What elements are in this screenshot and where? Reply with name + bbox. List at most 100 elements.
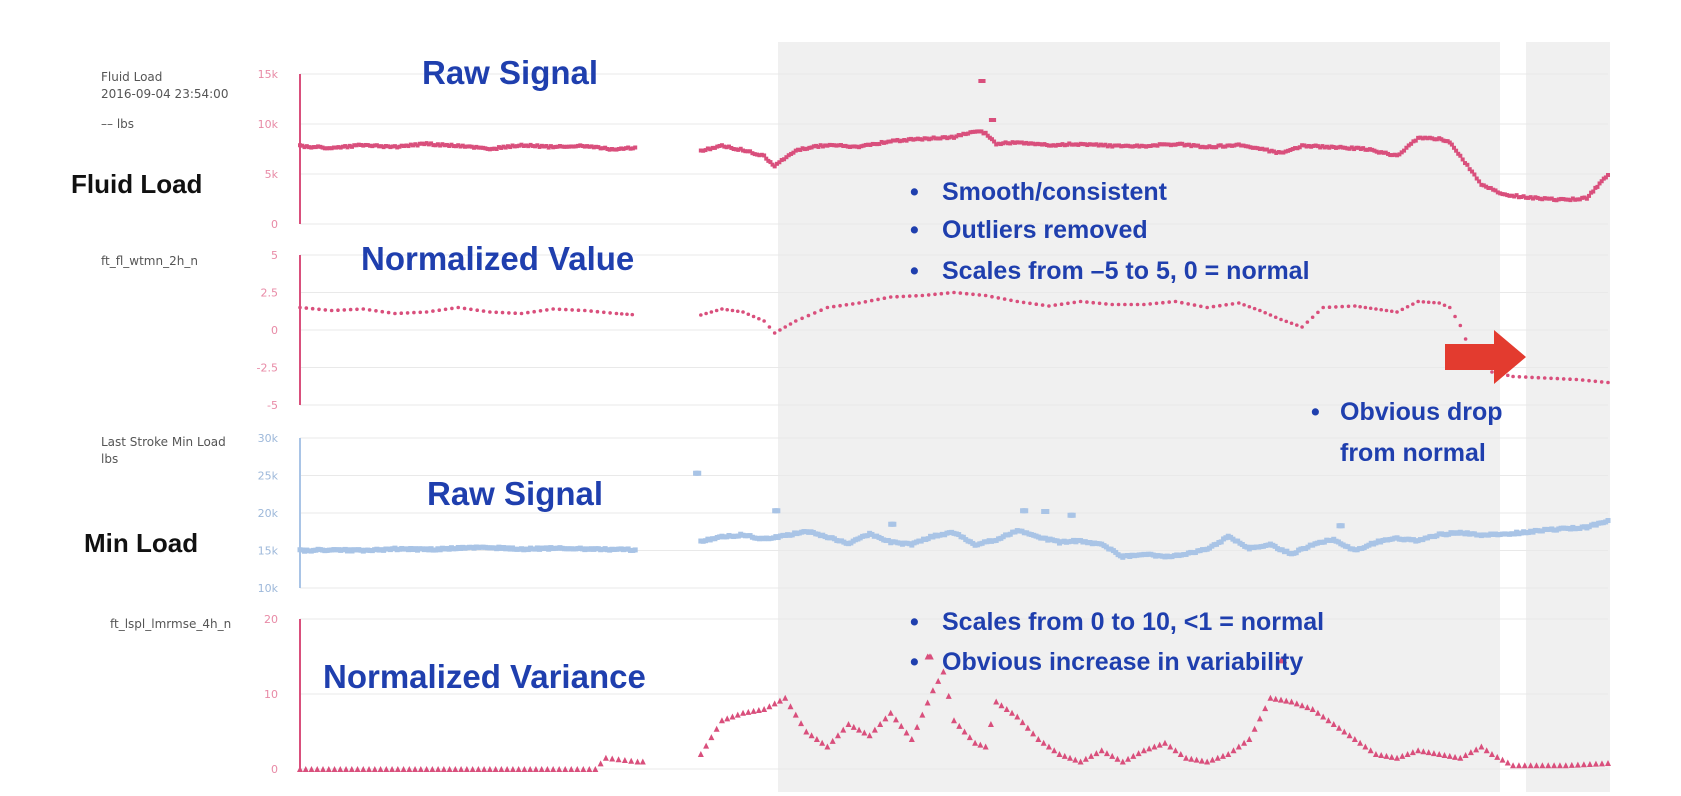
- data-point: [1416, 299, 1420, 304]
- data-point: [1347, 146, 1352, 151]
- data-point: [1046, 143, 1051, 148]
- data-point: [1321, 305, 1325, 310]
- data-point: [1310, 315, 1315, 320]
- data-point: [1322, 145, 1327, 150]
- data-point: [724, 145, 729, 150]
- data-point: [556, 766, 563, 772]
- data-point: [1472, 172, 1477, 177]
- data-point: [982, 743, 989, 750]
- data-point: [1262, 705, 1269, 712]
- data-point: [1235, 743, 1242, 750]
- data-point: [1516, 195, 1521, 200]
- data-point: [1024, 724, 1031, 731]
- data-point: [1205, 145, 1210, 150]
- data-point: [424, 141, 429, 146]
- data-point: [435, 142, 440, 147]
- data-point: [450, 306, 454, 311]
- data-point: [1159, 142, 1164, 147]
- data-point: [1368, 306, 1373, 311]
- data-point: [383, 766, 390, 772]
- data-point: [734, 147, 738, 152]
- data-point: [802, 147, 807, 152]
- data-point: [354, 143, 359, 148]
- data-point: [1288, 147, 1293, 152]
- data-point: [1521, 762, 1528, 769]
- data-point: [1112, 143, 1117, 148]
- data-point: [977, 293, 982, 297]
- data-point: [348, 766, 355, 772]
- data-point: [708, 147, 713, 152]
- data-point: [340, 144, 345, 149]
- data-point: [481, 145, 486, 150]
- data-point: [1175, 142, 1180, 147]
- data-point: [791, 150, 796, 155]
- data-point: [1330, 721, 1337, 727]
- data-point: [548, 144, 553, 149]
- data-point: [1012, 140, 1017, 145]
- data-point: [1182, 143, 1187, 148]
- data-point: [348, 307, 353, 312]
- data-point: [1302, 143, 1307, 148]
- data-point: [1372, 148, 1377, 153]
- data-point: [768, 160, 773, 165]
- data-point: [989, 137, 994, 142]
- data-point: [1556, 762, 1563, 769]
- y-tick-label: 0: [271, 324, 278, 337]
- data-point: [530, 143, 535, 148]
- data-point: [426, 142, 431, 147]
- data-point: [334, 145, 339, 150]
- data-point: [440, 766, 447, 772]
- data-point: [907, 294, 912, 298]
- data-point: [1192, 303, 1197, 307]
- data-point: [792, 711, 799, 718]
- data-point: [1370, 147, 1375, 152]
- data-point: [1336, 724, 1343, 731]
- data-point: [469, 144, 474, 149]
- data-point: [1135, 750, 1142, 757]
- data-point: [793, 319, 798, 323]
- data-point: [1186, 302, 1190, 306]
- data-point: [1488, 186, 1493, 191]
- data-point: [1089, 142, 1094, 147]
- data-point: [1416, 135, 1421, 140]
- data-point: [589, 309, 593, 313]
- data-point: [1146, 745, 1153, 752]
- data-point: [1456, 151, 1461, 156]
- data-point: [704, 311, 708, 316]
- data-point: [715, 144, 720, 149]
- data-point: [730, 308, 735, 313]
- data-point: [1116, 302, 1121, 307]
- data-point: [1085, 143, 1090, 148]
- data-point: [1173, 142, 1178, 147]
- data-point: [1554, 198, 1559, 203]
- data-point: [1400, 307, 1405, 312]
- data-point: [580, 143, 585, 148]
- data-point: [481, 309, 486, 313]
- data-point: [927, 137, 932, 142]
- data-point: [698, 148, 703, 153]
- data-point: [1040, 739, 1047, 746]
- data-point: [615, 756, 622, 763]
- data-point: [1283, 697, 1290, 704]
- min-load-header: Last Stroke Min Load: [101, 435, 226, 449]
- side-label-fluid-load: Fluid Load: [71, 169, 202, 199]
- data-point: [438, 143, 443, 148]
- data-point: [393, 311, 397, 316]
- data-point: [848, 144, 853, 149]
- data-point: [1009, 298, 1013, 303]
- data-point: [623, 146, 628, 151]
- data-point: [1432, 300, 1436, 305]
- data-point: [1606, 380, 1610, 385]
- side-label-min-load: Min Load: [84, 528, 198, 558]
- data-point: [1517, 375, 1522, 379]
- data-point: [945, 136, 950, 141]
- data-point: [809, 145, 814, 150]
- data-point: [1055, 142, 1060, 147]
- data-point: [538, 309, 543, 313]
- data-point: [533, 144, 538, 149]
- data-point: [838, 303, 842, 308]
- data-point: [1329, 144, 1334, 149]
- data-point: [1040, 303, 1045, 307]
- data-point: [1598, 760, 1605, 767]
- data-point: [1536, 375, 1541, 380]
